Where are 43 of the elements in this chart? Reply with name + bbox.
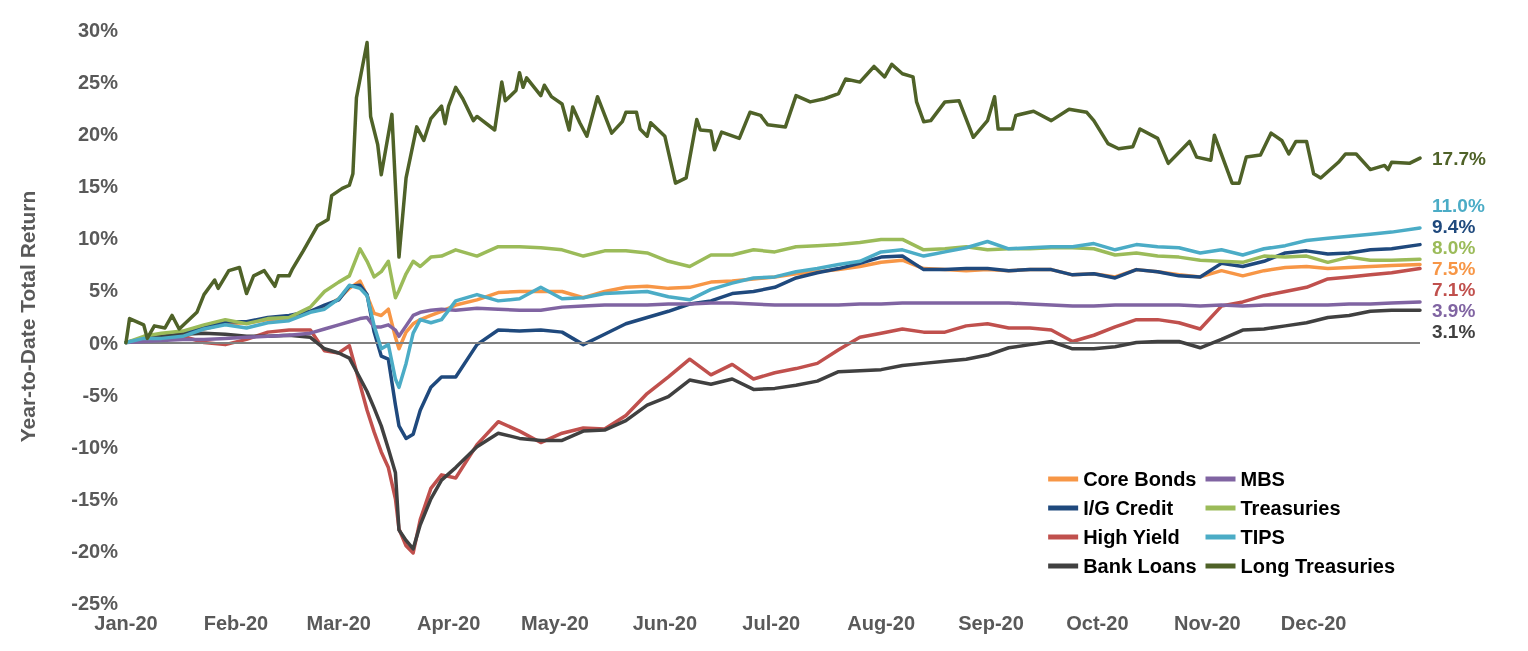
data-label: 8.0% (1432, 236, 1476, 258)
legend-label: Bank Loans (1083, 555, 1197, 577)
y-tick-label: -25% (71, 592, 119, 614)
x-tick-label: Jun-20 (632, 612, 698, 634)
x-tick-label: Sep-20 (958, 612, 1024, 634)
x-tick-label: Mar-20 (306, 612, 371, 634)
y-tick-label: -20% (71, 539, 119, 562)
x-tick-label: Apr-20 (416, 612, 481, 634)
data-label: 17.7% (1432, 147, 1486, 169)
x-tick-label: Jan-20 (94, 612, 158, 634)
data-label: 3.1% (1432, 320, 1476, 342)
x-tick-label: May-20 (521, 612, 589, 634)
y-tick-label: 25% (77, 71, 119, 94)
x-tick-label: Dec-20 (1280, 612, 1347, 634)
data-label: 7.5% (1432, 257, 1476, 279)
legend-label: Long Treasuries (1240, 555, 1396, 577)
y-tick-label: -10% (71, 435, 119, 458)
x-tick-label: Nov-20 (1173, 612, 1241, 634)
legend-label: MBS (1240, 468, 1285, 490)
legend-label: TIPS (1240, 526, 1285, 548)
legend-label: Treasuries (1240, 497, 1341, 519)
y-tick-label: 5% (89, 279, 119, 302)
y-tick-label: 10% (77, 227, 119, 250)
legend-label: I/G Credit (1083, 497, 1174, 519)
legend-label: Core Bonds (1083, 468, 1197, 490)
data-label: 9.4% (1432, 215, 1476, 237)
y-axis-title: Year-to-Date Total Return (16, 190, 39, 443)
x-tick-label: Feb-20 (203, 612, 269, 634)
line-series (124, 40, 1422, 345)
y-tick-label: 15% (77, 175, 119, 198)
y-tick-label: 30% (77, 19, 119, 41)
x-tick-label: Oct-20 (1066, 612, 1129, 634)
data-label: 11.0% (1432, 194, 1485, 216)
x-tick-label: Aug-20 (847, 612, 916, 634)
x-tick-label: Jul-20 (742, 612, 801, 634)
y-tick-label: -5% (82, 383, 119, 406)
legend-label: High Yield (1083, 526, 1180, 548)
data-label: 3.9% (1432, 299, 1476, 321)
y-tick-label: 20% (77, 123, 119, 146)
y-tick-label: 0% (89, 331, 119, 354)
data-label: 7.1% (1432, 278, 1476, 300)
y-tick-label: -15% (71, 487, 119, 510)
line-series (124, 226, 1422, 390)
